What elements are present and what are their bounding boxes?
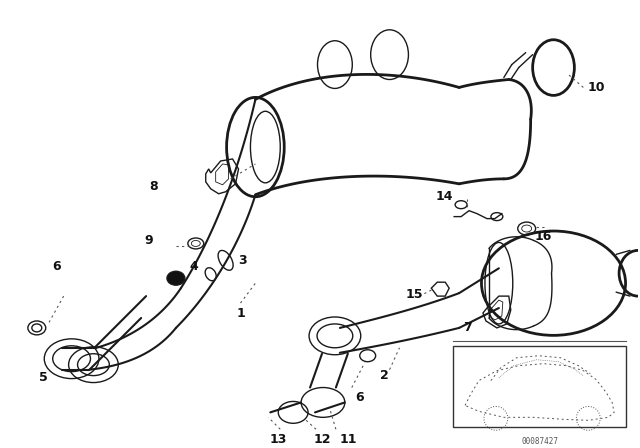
Text: 9: 9 xyxy=(145,234,154,247)
Text: 8: 8 xyxy=(148,180,157,193)
Bar xyxy=(453,346,626,427)
Text: 5: 5 xyxy=(40,371,48,384)
Text: 4: 4 xyxy=(189,260,198,273)
Text: 3: 3 xyxy=(238,254,247,267)
Text: 12: 12 xyxy=(313,433,331,446)
Text: 11: 11 xyxy=(339,433,356,446)
Text: 15: 15 xyxy=(406,288,423,301)
Text: 16: 16 xyxy=(535,230,552,243)
Text: 1: 1 xyxy=(236,306,245,319)
Text: 7: 7 xyxy=(463,321,472,334)
Text: 2: 2 xyxy=(380,369,389,382)
Text: 6: 6 xyxy=(52,260,61,273)
Text: 13: 13 xyxy=(269,433,287,446)
Text: 10: 10 xyxy=(588,81,605,94)
Text: 00087427: 00087427 xyxy=(521,437,558,446)
Text: 14: 14 xyxy=(435,190,453,203)
Text: 6: 6 xyxy=(355,391,364,404)
Ellipse shape xyxy=(167,271,185,285)
